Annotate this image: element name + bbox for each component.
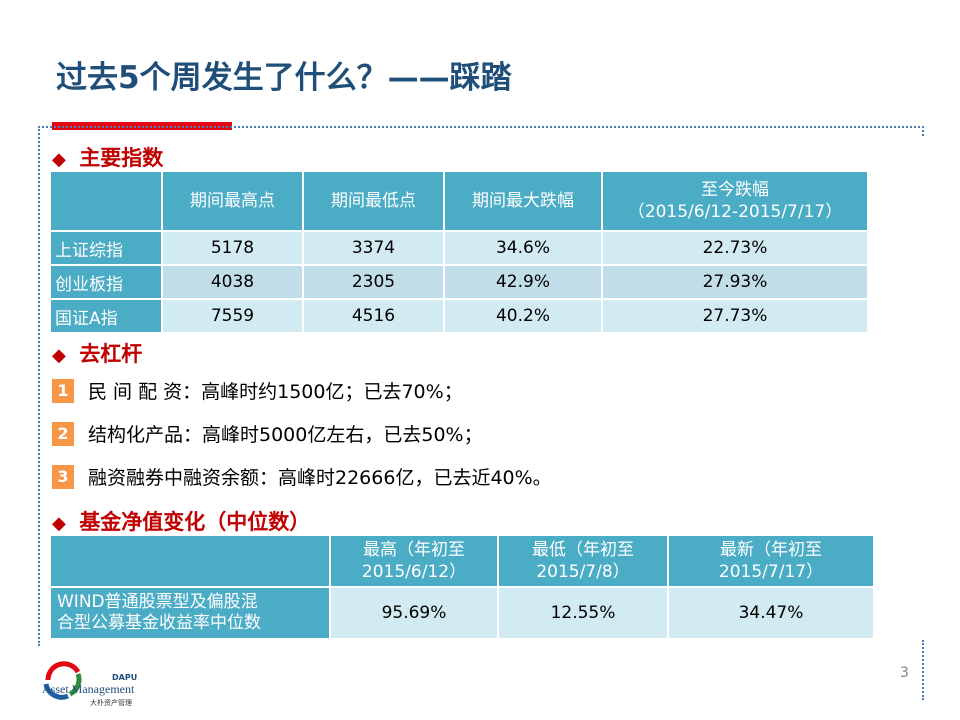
cell-to-date: 22.73% bbox=[601, 230, 869, 266]
list-item: 1 民 间 配 资：高峰时约1500亿；已去70%； bbox=[52, 377, 463, 404]
table-row: 创业板指 4038 2305 42.9% 27.93% bbox=[49, 264, 869, 300]
section-label: 基金净值变化（中位数） bbox=[79, 510, 311, 534]
row-name-line: 合型公募基金收益率中位数 bbox=[57, 613, 261, 633]
page-number: 3 bbox=[900, 665, 909, 681]
cell-low: 4516 bbox=[302, 298, 445, 334]
list-item-text: 融资融券中融资余额：高峰时22666亿，已去近40%。 bbox=[88, 467, 552, 489]
dotted-border-right bbox=[922, 126, 924, 136]
corner-header-cell bbox=[49, 170, 163, 232]
table-row: 国证A指 7559 4516 40.2% 27.73% bbox=[49, 298, 869, 334]
row-fund-name: WIND普通股票型及偏股混 合型公募基金收益率中位数 bbox=[49, 586, 331, 640]
row-index-name: 上证综指 bbox=[49, 230, 163, 266]
cell-high: 4038 bbox=[161, 264, 304, 300]
header-to-date: 至今跌幅 （2015/6/12-2015/7/17） bbox=[601, 170, 869, 232]
row-name-line: WIND普通股票型及偏股混 bbox=[57, 591, 258, 612]
cell-max-drop: 40.2% bbox=[443, 298, 603, 334]
header-fund-high: 最高（年初至 2015/6/12） bbox=[329, 534, 499, 588]
logo-mark-icon bbox=[43, 661, 82, 700]
header-high: 期间最高点 bbox=[161, 170, 304, 232]
header-line: 2015/7/8） bbox=[536, 562, 630, 582]
header-fund-low: 最低（年初至 2015/7/8） bbox=[497, 534, 669, 588]
dotted-border-left bbox=[38, 126, 40, 646]
logo-brand: DAPU bbox=[112, 673, 138, 682]
fund-nav-table: 最高（年初至 2015/6/12） 最低（年初至 2015/7/8） 最新（年初… bbox=[49, 534, 875, 640]
section-label: 主要指数 bbox=[79, 146, 164, 170]
number-badge-3: 3 bbox=[52, 464, 74, 489]
header-low: 期间最低点 bbox=[302, 170, 445, 232]
section-heading-fund-nav: ◆ 基金净值变化（中位数） bbox=[52, 506, 310, 536]
section-heading-deleverage: ◆ 去杠杆 bbox=[52, 338, 142, 368]
cell-to-date: 27.73% bbox=[601, 298, 869, 334]
slide-title: 过去5个周发生了什么？——踩踏 bbox=[56, 60, 512, 96]
dotted-border-top bbox=[38, 126, 924, 128]
list-item: 3 融资融券中融资余额：高峰时22666亿，已去近40%。 bbox=[52, 463, 552, 490]
dotted-border-right-lower bbox=[922, 640, 924, 700]
header-fund-latest: 最新（年初至 2015/7/17） bbox=[667, 534, 875, 588]
header-to-date-label: 至今跌幅 bbox=[701, 179, 769, 200]
cell-low: 3374 bbox=[302, 230, 445, 266]
header-line: 最高（年初至 bbox=[363, 539, 465, 560]
table-row: 上证综指 5178 3374 34.6% 22.73% bbox=[49, 230, 869, 266]
number-badge-1: 1 bbox=[52, 378, 74, 403]
cell-high: 5178 bbox=[161, 230, 304, 266]
cell-max-drop: 34.6% bbox=[443, 230, 603, 266]
section-heading-indices: ◆ 主要指数 bbox=[52, 142, 163, 172]
header-to-date-range: （2015/6/12-2015/7/17） bbox=[627, 202, 843, 222]
indices-table: 期间最高点 期间最低点 期间最大跌幅 至今跌幅 （2015/6/12-2015/… bbox=[49, 170, 869, 334]
logo-company: Asset Management bbox=[42, 682, 135, 696]
cell-fund-low: 12.55% bbox=[497, 586, 669, 640]
list-item: 2 结构化产品：高峰时5000亿左右，已去50%； bbox=[52, 420, 483, 447]
cell-low: 2305 bbox=[302, 264, 445, 300]
number-badge-2: 2 bbox=[52, 421, 74, 446]
company-logo: DAPU Asset Management 大朴资产管理 bbox=[40, 652, 170, 716]
diamond-bullet-icon: ◆ bbox=[52, 345, 66, 366]
header-line: 2015/6/12） bbox=[361, 562, 467, 582]
header-line: 最低（年初至 bbox=[532, 539, 634, 560]
corner-header-cell bbox=[49, 534, 331, 588]
fund-header-row: 最高（年初至 2015/6/12） 最低（年初至 2015/7/8） 最新（年初… bbox=[49, 534, 875, 588]
header-line: 2015/7/17） bbox=[718, 562, 824, 582]
table-row: WIND普通股票型及偏股混 合型公募基金收益率中位数 95.69% 12.55%… bbox=[49, 586, 875, 640]
cell-fund-high: 95.69% bbox=[329, 586, 499, 640]
row-index-name: 国证A指 bbox=[49, 298, 163, 334]
header-max-drop: 期间最大跌幅 bbox=[443, 170, 603, 232]
diamond-bullet-icon: ◆ bbox=[52, 149, 66, 170]
indices-header-row: 期间最高点 期间最低点 期间最大跌幅 至今跌幅 （2015/6/12-2015/… bbox=[49, 170, 869, 232]
row-index-name: 创业板指 bbox=[49, 264, 163, 300]
section-label: 去杠杆 bbox=[79, 342, 143, 366]
diamond-bullet-icon: ◆ bbox=[52, 513, 66, 534]
list-item-text: 结构化产品：高峰时5000亿左右，已去50%； bbox=[88, 424, 483, 446]
cell-fund-latest: 34.47% bbox=[667, 586, 875, 640]
list-item-text: 民 间 配 资：高峰时约1500亿；已去70%； bbox=[88, 381, 463, 403]
cell-to-date: 27.93% bbox=[601, 264, 869, 300]
logo-company-cn: 大朴资产管理 bbox=[90, 699, 132, 707]
cell-high: 7559 bbox=[161, 298, 304, 334]
header-line: 最新（年初至 bbox=[720, 539, 822, 560]
cell-max-drop: 42.9% bbox=[443, 264, 603, 300]
